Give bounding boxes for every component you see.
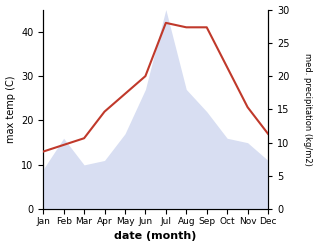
- Y-axis label: med. precipitation (kg/m2): med. precipitation (kg/m2): [303, 53, 313, 166]
- Y-axis label: max temp (C): max temp (C): [5, 76, 16, 143]
- X-axis label: date (month): date (month): [114, 231, 197, 242]
